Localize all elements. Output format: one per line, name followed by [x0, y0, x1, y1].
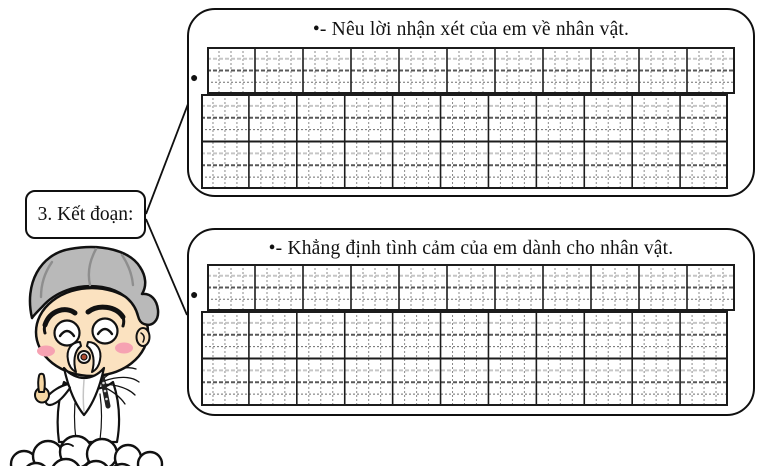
bullet-icon: ●: [190, 288, 199, 303]
speech-bubble-feeling: •- Khẳng định tình cảm của em dành cho n…: [187, 228, 755, 416]
wise-old-teacher-on-cloud-icon: [9, 245, 164, 466]
writing-grid-block: [201, 311, 728, 406]
writing-grid-first-line: [207, 264, 735, 311]
section-label: 3. Kết đoạn:: [37, 203, 134, 225]
section-label-box: 3. Kết đoạn:: [25, 190, 146, 239]
bullet-icon: ●: [190, 71, 199, 86]
writing-grid-block: [201, 94, 728, 189]
bubble-title: •- Khẳng định tình cảm của em dành cho n…: [268, 238, 674, 259]
writing-grid-first-line: [207, 47, 735, 94]
speech-bubble-comment: •- Nêu lời nhận xét của em về nhân vật. …: [187, 8, 755, 197]
bubble-title: •- Nêu lời nhận xét của em về nhân vật.: [312, 19, 630, 40]
